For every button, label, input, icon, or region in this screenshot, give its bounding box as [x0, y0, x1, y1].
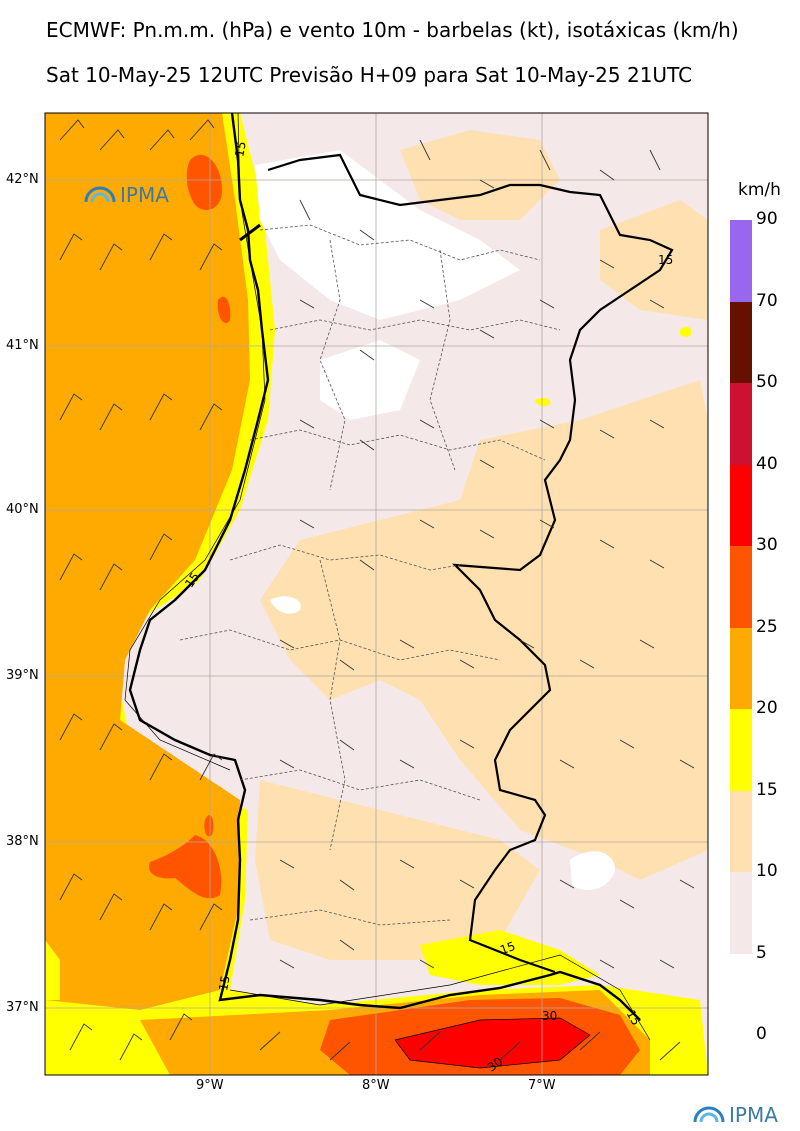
field-0-5-north	[255, 150, 520, 320]
colorbar-swatch	[730, 872, 752, 954]
lat-label: 38°N	[6, 834, 39, 849]
svg-text:IPMA: IPMA	[729, 1103, 778, 1126]
colorbar-swatch	[730, 627, 752, 709]
field-20-25	[45, 113, 250, 1010]
lat-label: 39°N	[6, 668, 39, 683]
colorbar-level-label: 10	[756, 861, 778, 881]
colorbar-level-label: 90	[756, 209, 778, 229]
lat-label: 40°N	[6, 502, 39, 517]
field-30-40	[395, 1018, 590, 1068]
contour-label: 30	[542, 1009, 557, 1023]
colorbar-swatch	[730, 790, 752, 872]
colorbar-level-label: 20	[756, 698, 778, 718]
field-25-30-north	[186, 154, 222, 210]
colorbar-swatch	[730, 301, 752, 383]
lat-label: 42°N	[6, 172, 39, 187]
colorbar-level-label: 5	[756, 942, 767, 963]
ipma-logo-bottom: IPMA	[693, 1100, 793, 1130]
colorbar-level-label: 50	[756, 372, 778, 392]
lat-label: 41°N	[6, 338, 39, 353]
contour-label: 15	[216, 974, 232, 991]
colorbar-level-label: 0	[756, 1024, 767, 1044]
field-10-15-south	[255, 780, 540, 960]
colorbar-swatch	[730, 464, 752, 546]
colorbar-level-label: 15	[756, 779, 778, 800]
colorbar-level-label: 70	[756, 290, 778, 311]
colorbar-level-label: 30	[756, 535, 778, 555]
graticule	[45, 113, 708, 1075]
svg-text:IPMA: IPMA	[120, 183, 169, 207]
isotach-contours	[124, 113, 651, 1069]
colorbar-unit: km/h	[738, 180, 781, 200]
district-boundaries	[179, 224, 561, 926]
field-10-15-interior	[260, 380, 708, 880]
colorbar-swatch	[730, 546, 752, 628]
contour-label: 15	[498, 939, 517, 957]
ipma-logo-map: IPMA	[84, 180, 184, 212]
colorbar-swatch	[730, 709, 752, 791]
contour-label: 15	[624, 1008, 644, 1028]
colorbar-level-label: 25	[756, 616, 778, 637]
map-frame	[44, 112, 709, 1076]
wind-barbs	[59, 119, 695, 1061]
lon-label: 7°W	[528, 1078, 556, 1093]
spain-border	[267, 153, 674, 974]
colorbar-swatch	[730, 220, 752, 302]
lat-label: 37°N	[6, 1000, 39, 1015]
colorbar-level-label: 40	[756, 453, 778, 474]
contour-label: 15	[232, 140, 248, 157]
lon-label: 9°W	[196, 1078, 224, 1093]
chart-subtitle: Sat 10-May-25 12UTC Previsão H+09 para S…	[46, 63, 693, 87]
chart-title: ECMWF: Pn.m.m. (hPa) e vento 10m - barbe…	[46, 18, 739, 42]
field-25-30-sw	[149, 835, 222, 899]
lon-label: 8°W	[362, 1078, 390, 1093]
contour-label: 15	[658, 253, 673, 267]
colorbar-swatch	[730, 383, 752, 465]
